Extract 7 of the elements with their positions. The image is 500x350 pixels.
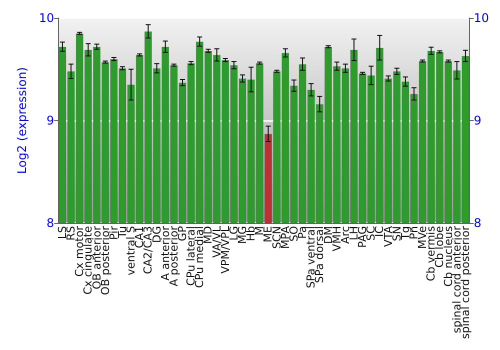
- y2-tick-label: 9: [474, 114, 482, 128]
- y-tick-label: 8: [46, 216, 54, 230]
- y-tick-label: 10: [38, 11, 54, 25]
- y2-tick-label: 8: [474, 216, 482, 230]
- y-tick-label: 9: [46, 114, 54, 128]
- y2-tick-label: 10: [474, 11, 490, 25]
- y-axis-title: Log2 (expression): [15, 67, 29, 174]
